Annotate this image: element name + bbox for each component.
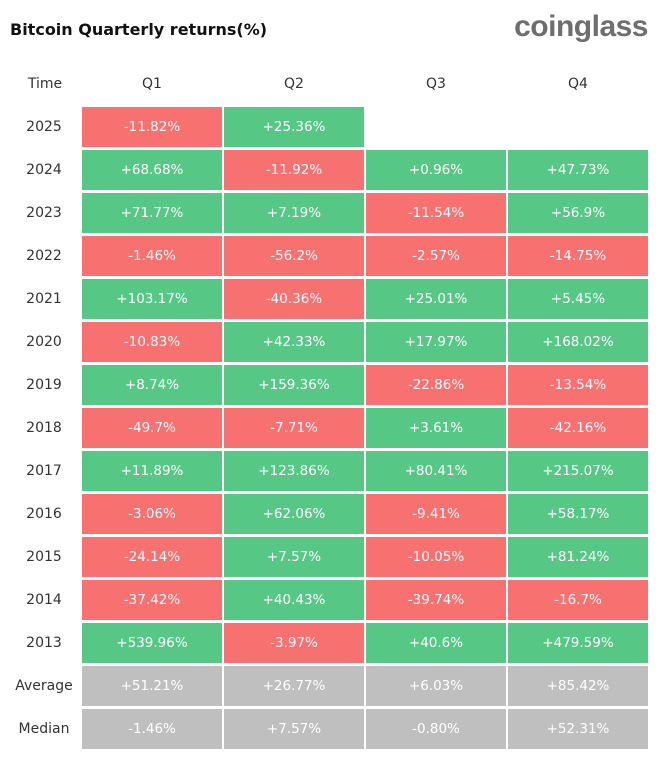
column-header-q2: Q2 — [284, 76, 304, 92]
return-cell: +25.36% — [224, 107, 364, 147]
return-cell: +51.21% — [82, 666, 222, 706]
return-cell: -11.54% — [366, 193, 506, 233]
return-cell: -49.7% — [82, 408, 222, 448]
return-cell: -24.14% — [82, 537, 222, 577]
return-cell: +80.41% — [366, 451, 506, 491]
return-cell: +6.03% — [366, 666, 506, 706]
return-cell: -22.86% — [366, 365, 506, 405]
row-label-average: Average — [15, 678, 73, 694]
return-cell: -1.46% — [82, 236, 222, 276]
return-cell: -9.41% — [366, 494, 506, 534]
row-label-2023: 2023 — [26, 205, 62, 221]
return-cell: +17.97% — [366, 322, 506, 362]
return-cell: -16.7% — [508, 580, 648, 620]
row-label-median: Median — [18, 721, 70, 737]
return-cell: +5.45% — [508, 279, 648, 319]
return-cell: -1.46% — [82, 709, 222, 749]
return-cell: +81.24% — [508, 537, 648, 577]
return-cell: +159.36% — [224, 365, 364, 405]
return-cell: +47.73% — [508, 150, 648, 190]
row-label-2025: 2025 — [26, 119, 62, 135]
row-label-2021: 2021 — [26, 291, 62, 307]
row-label-2024: 2024 — [26, 162, 62, 178]
return-cell: -10.05% — [366, 537, 506, 577]
return-cell: +40.6% — [366, 623, 506, 663]
return-cell: -2.57% — [366, 236, 506, 276]
return-cell: -39.74% — [366, 580, 506, 620]
column-header-time: Time — [27, 76, 63, 92]
row-label-2017: 2017 — [26, 463, 62, 479]
return-cell: +3.61% — [366, 408, 506, 448]
return-cell: +0.96% — [366, 150, 506, 190]
row-label-2014: 2014 — [26, 592, 62, 608]
row-label-2015: 2015 — [26, 549, 62, 565]
return-cell: +56.9% — [508, 193, 648, 233]
return-cell: -3.06% — [82, 494, 222, 534]
return-cell: +40.43% — [224, 580, 364, 620]
return-cell: +52.31% — [508, 709, 648, 749]
return-cell: +168.02% — [508, 322, 648, 362]
return-cell: +42.33% — [224, 322, 364, 362]
return-cell: +7.57% — [224, 537, 364, 577]
return-cell: -3.97% — [224, 623, 364, 663]
return-cell: +71.77% — [82, 193, 222, 233]
row-label-2013: 2013 — [26, 635, 62, 651]
return-cell: -14.75% — [508, 236, 648, 276]
return-cell: +25.01% — [366, 279, 506, 319]
row-label-2016: 2016 — [26, 506, 62, 522]
return-cell: +215.07% — [508, 451, 648, 491]
row-label-2019: 2019 — [26, 377, 62, 393]
return-cell: -40.36% — [224, 279, 364, 319]
column-header-q3: Q3 — [426, 76, 446, 92]
return-cell: -11.92% — [224, 150, 364, 190]
coinglass-logo: coinglass — [514, 10, 648, 43]
return-cell: +68.68% — [82, 150, 222, 190]
return-cell: -10.83% — [82, 322, 222, 362]
return-cell: +7.57% — [224, 709, 364, 749]
return-cell: +85.42% — [508, 666, 648, 706]
row-label-2020: 2020 — [26, 334, 62, 350]
return-cell: +479.59% — [508, 623, 648, 663]
return-cell: +62.06% — [224, 494, 364, 534]
return-cell: -11.82% — [82, 107, 222, 147]
return-cell: +7.19% — [224, 193, 364, 233]
column-header-q4: Q4 — [568, 76, 588, 92]
column-header-q1: Q1 — [142, 76, 162, 92]
return-cell: -7.71% — [224, 408, 364, 448]
return-cell: +26.77% — [224, 666, 364, 706]
row-label-2018: 2018 — [26, 420, 62, 436]
return-cell: +11.89% — [82, 451, 222, 491]
return-cell: -42.16% — [508, 408, 648, 448]
return-cell: -37.42% — [82, 580, 222, 620]
return-cell: -56.2% — [224, 236, 364, 276]
return-cell: +539.96% — [82, 623, 222, 663]
return-cell: -13.54% — [508, 365, 648, 405]
return-cell: +8.74% — [82, 365, 222, 405]
return-cell: -0.80% — [366, 709, 506, 749]
return-cell: +103.17% — [82, 279, 222, 319]
return-cell: +58.17% — [508, 494, 648, 534]
return-cell: +123.86% — [224, 451, 364, 491]
chart-title: Bitcoin Quarterly returns(%) — [10, 20, 268, 39]
row-label-2022: 2022 — [26, 248, 62, 264]
